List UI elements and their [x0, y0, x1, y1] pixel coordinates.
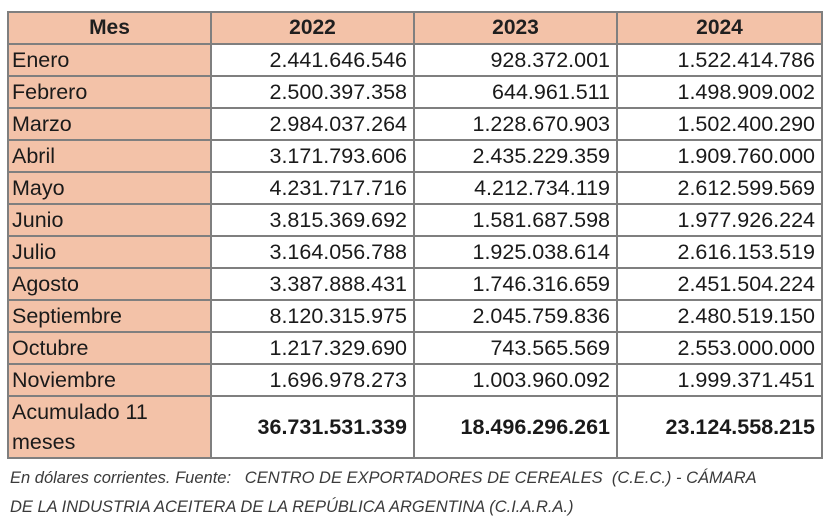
table-row: Marzo 2.984.037.264 1.228.670.903 1.502.… — [7, 107, 823, 141]
month-cell: Septiembre — [7, 299, 212, 333]
value-cell: 3.164.056.788 — [210, 235, 415, 269]
value-cell: 1.909.760.000 — [616, 139, 823, 173]
total-value-cell: 36.731.531.339 — [210, 395, 415, 459]
value-cell: 2.616.153.519 — [616, 235, 823, 269]
value-cell: 3.387.888.431 — [210, 267, 415, 301]
month-cell: Febrero — [7, 75, 212, 109]
value-cell: 2.500.397.358 — [210, 75, 415, 109]
monthly-exports-table: Mes 2022 2023 2024 Enero 2.441.646.546 9… — [7, 11, 823, 459]
value-cell: 1.999.371.451 — [616, 363, 823, 397]
table-row: Agosto 3.387.888.431 1.746.316.659 2.451… — [7, 267, 823, 301]
value-cell: 1.925.038.614 — [413, 235, 618, 269]
month-cell: Abril — [7, 139, 212, 173]
total-value-cell: 18.496.296.261 — [413, 395, 618, 459]
footnote-line-1: En dólares corrientes. Fuente: CENTRO DE… — [10, 469, 757, 487]
value-cell: 2.984.037.264 — [210, 107, 415, 141]
value-cell: 1.498.909.002 — [616, 75, 823, 109]
value-cell: 2.612.599.569 — [616, 171, 823, 205]
table-row: Octubre 1.217.329.690 743.565.569 2.553.… — [7, 331, 823, 365]
month-cell: Noviembre — [7, 363, 212, 397]
header-2023: 2023 — [413, 11, 618, 45]
value-cell: 1.003.960.092 — [413, 363, 618, 397]
value-cell: 1.746.316.659 — [413, 267, 618, 301]
table-header-row: Mes 2022 2023 2024 — [7, 11, 823, 45]
table-row: Julio 3.164.056.788 1.925.038.614 2.616.… — [7, 235, 823, 269]
value-cell: 743.565.569 — [413, 331, 618, 365]
value-cell: 8.120.315.975 — [210, 299, 415, 333]
month-cell: Junio — [7, 203, 212, 237]
value-cell: 2.435.229.359 — [413, 139, 618, 173]
value-cell: 1.696.978.273 — [210, 363, 415, 397]
source-footnote: En dólares corrientes. Fuente: CENTRO DE… — [10, 464, 810, 522]
month-cell: Enero — [7, 43, 212, 77]
month-cell: Agosto — [7, 267, 212, 301]
value-cell: 1.502.400.290 — [616, 107, 823, 141]
month-cell: Octubre — [7, 331, 212, 365]
value-cell: 1.977.926.224 — [616, 203, 823, 237]
header-2024: 2024 — [616, 11, 823, 45]
table-row: Septiembre 8.120.315.975 2.045.759.836 2… — [7, 299, 823, 333]
table-row: Junio 3.815.369.692 1.581.687.598 1.977.… — [7, 203, 823, 237]
value-cell: 2.480.519.150 — [616, 299, 823, 333]
value-cell: 1.581.687.598 — [413, 203, 618, 237]
value-cell: 2.451.504.224 — [616, 267, 823, 301]
value-cell: 4.212.734.119 — [413, 171, 618, 205]
footnote-line-2: DE LA INDUSTRIA ACEITERA DE LA REPÚBLICA… — [10, 498, 574, 516]
value-cell: 2.441.646.546 — [210, 43, 415, 77]
table-row: Abril 3.171.793.606 2.435.229.359 1.909.… — [7, 139, 823, 173]
total-value-cell: 23.124.558.215 — [616, 395, 823, 459]
value-cell: 3.815.369.692 — [210, 203, 415, 237]
table-row: Mayo 4.231.717.716 4.212.734.119 2.612.5… — [7, 171, 823, 205]
value-cell: 1.522.414.786 — [616, 43, 823, 77]
value-cell: 2.553.000.000 — [616, 331, 823, 365]
month-cell: Mayo — [7, 171, 212, 205]
header-mes: Mes — [7, 11, 212, 45]
value-cell: 3.171.793.606 — [210, 139, 415, 173]
value-cell: 1.217.329.690 — [210, 331, 415, 365]
table-row: Noviembre 1.696.978.273 1.003.960.092 1.… — [7, 363, 823, 397]
month-cell: Julio — [7, 235, 212, 269]
total-label-cell: Acumulado 11 meses — [7, 395, 212, 459]
exports-table-container: Mes 2022 2023 2024 Enero 2.441.646.546 9… — [7, 11, 823, 459]
table-row: Febrero 2.500.397.358 644.961.511 1.498.… — [7, 75, 823, 109]
value-cell: 1.228.670.903 — [413, 107, 618, 141]
month-cell: Marzo — [7, 107, 212, 141]
value-cell: 928.372.001 — [413, 43, 618, 77]
value-cell: 2.045.759.836 — [413, 299, 618, 333]
total-row: Acumulado 11 meses 36.731.531.339 18.496… — [7, 395, 823, 459]
value-cell: 644.961.511 — [413, 75, 618, 109]
header-2022: 2022 — [210, 11, 415, 45]
value-cell: 4.231.717.716 — [210, 171, 415, 205]
table-row: Enero 2.441.646.546 928.372.001 1.522.41… — [7, 43, 823, 77]
